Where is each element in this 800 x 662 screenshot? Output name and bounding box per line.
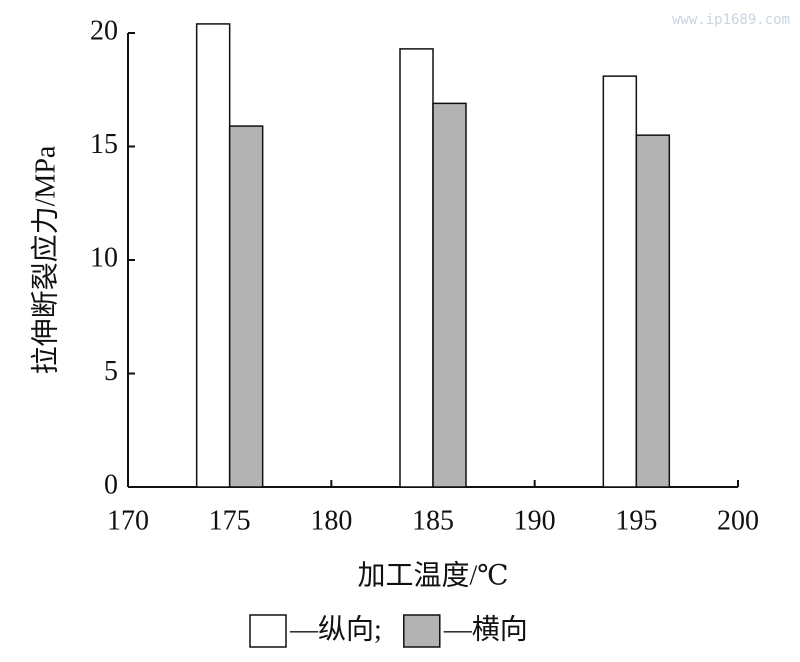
legend-label: —纵向; — [289, 613, 382, 645]
bar — [635, 134, 671, 488]
x-tick-label: 195 — [615, 505, 657, 536]
y-tick-label: 15 — [90, 129, 118, 160]
x-tick-label: 180 — [310, 505, 352, 536]
y-tick-label: 0 — [104, 469, 118, 500]
x-tick-label: 200 — [717, 505, 759, 536]
watermark: www.ip1689.com — [672, 12, 790, 28]
x-tick-label: 185 — [412, 505, 454, 536]
y-tick-label: 20 — [90, 15, 118, 46]
legend-label: —横向 — [443, 613, 528, 645]
y-axis-label: 拉伸断裂应力/MPa — [29, 145, 61, 374]
y-tick-label: 10 — [90, 242, 118, 273]
x-tick-label: 175 — [209, 505, 251, 536]
y-tick-label: 5 — [104, 356, 118, 387]
x-tick-label: 170 — [107, 505, 149, 536]
legend-swatch — [403, 614, 441, 648]
bar — [602, 75, 638, 488]
bar — [399, 48, 434, 488]
legend-swatch — [249, 614, 287, 648]
bar — [432, 102, 467, 488]
x-axis-label: 加工温度/℃ — [357, 559, 508, 591]
bar — [195, 23, 231, 488]
bar — [228, 125, 264, 488]
x-tick-label: 190 — [514, 505, 556, 536]
